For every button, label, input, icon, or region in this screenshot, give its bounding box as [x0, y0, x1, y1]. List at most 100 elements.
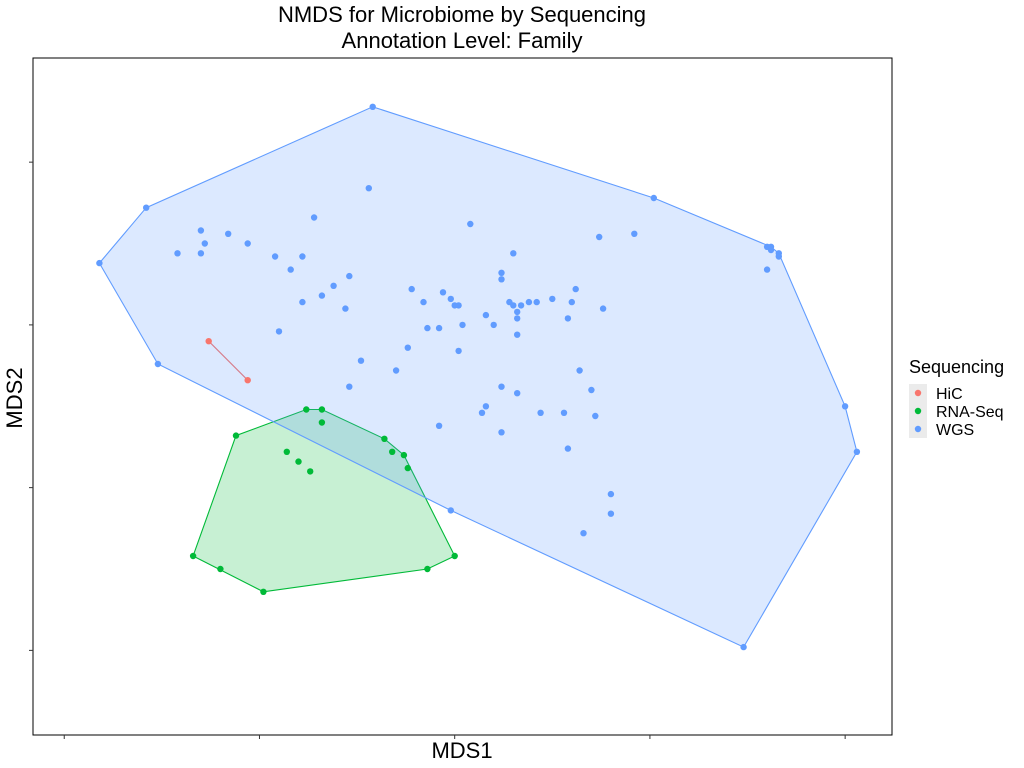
point-rna-seq [307, 468, 314, 475]
point-wgs [490, 321, 497, 329]
point-wgs [841, 403, 849, 410]
point-rna-seq [303, 406, 310, 413]
point-wgs [225, 230, 232, 237]
point-rna-seq [424, 565, 431, 573]
point-wgs [767, 246, 775, 254]
chart-subtitle: Annotation Level: Family [342, 28, 583, 53]
legend-marker-wgs [914, 425, 922, 433]
point-wgs [357, 357, 365, 364]
hull-rna-seq [192, 408, 456, 593]
point-wgs [514, 390, 521, 397]
point-rna-seq [232, 432, 240, 439]
point-wgs [576, 367, 583, 374]
point-wgs [455, 347, 462, 355]
point-wgs [533, 298, 540, 306]
point-wgs [853, 448, 861, 455]
point-rna-seq [451, 552, 458, 560]
point-wgs [318, 292, 326, 299]
point-rna-seq [295, 458, 302, 465]
point-wgs [439, 289, 447, 296]
legend-title: Sequencing [909, 357, 1004, 377]
point-wgs [596, 233, 603, 241]
point-wgs [498, 269, 505, 276]
point-wgs [510, 250, 517, 257]
point-rna-seq [400, 451, 408, 459]
point-wgs [631, 230, 638, 237]
plot-panel-border [32, 57, 893, 736]
point-wgs [580, 530, 587, 537]
point-rna-seq [318, 419, 326, 426]
point-wgs [408, 285, 415, 293]
point-wgs [287, 266, 294, 273]
point-wgs [310, 214, 318, 221]
legend-label-rna-seq: RNA-Seq [936, 404, 1004, 421]
point-wgs [330, 282, 337, 289]
point-wgs [514, 308, 521, 316]
point-wgs [447, 295, 454, 303]
point-wgs [424, 324, 431, 332]
point-wgs [392, 367, 400, 374]
point-wgs [592, 412, 599, 420]
point-rna-seq [283, 448, 290, 455]
legend-label-wgs: WGS [936, 422, 974, 439]
point-wgs [467, 220, 474, 228]
plot-area [29, 57, 893, 739]
point-wgs [588, 386, 595, 394]
point-wgs [342, 305, 349, 312]
point-wgs [607, 510, 615, 517]
point-wgs [271, 253, 279, 260]
x-axis-label: MDS1 [431, 738, 492, 763]
legend-label-hic: HiC [936, 386, 963, 403]
legend-marker-hic [914, 389, 922, 397]
point-wgs [763, 266, 771, 273]
point-hic [205, 338, 212, 345]
point-wgs [275, 328, 283, 335]
point-wgs [564, 445, 572, 452]
point-wgs [420, 298, 427, 306]
point-wgs [201, 240, 208, 247]
point-rna-seq [217, 565, 224, 573]
point-wgs [154, 360, 162, 368]
point-wgs [365, 185, 372, 192]
chart-title: NMDS for Microbiome by Sequencing [278, 2, 646, 27]
point-wgs [369, 103, 376, 111]
point-wgs [197, 227, 205, 234]
point-wgs [560, 409, 568, 416]
point-wgs [564, 315, 572, 322]
point-wgs [498, 429, 505, 436]
point-wgs [514, 331, 521, 338]
point-wgs [447, 507, 454, 514]
point-wgs [482, 403, 490, 410]
point-wgs [435, 324, 443, 332]
point-wgs [650, 194, 657, 202]
point-wgs [197, 250, 205, 257]
point-wgs [568, 298, 575, 306]
point-wgs [740, 643, 747, 651]
point-wgs [404, 344, 411, 351]
point-wgs [455, 302, 462, 309]
point-rna-seq [381, 435, 388, 442]
point-wgs [498, 383, 505, 390]
point-wgs [514, 315, 521, 322]
point-wgs [299, 253, 306, 260]
point-wgs [775, 253, 782, 260]
point-hic [244, 377, 251, 384]
point-wgs [537, 409, 544, 416]
point-wgs [517, 302, 525, 309]
legend-marker-rna-seq [914, 407, 922, 415]
hull-hic [208, 340, 249, 381]
point-wgs [435, 422, 443, 429]
point-wgs [143, 204, 150, 211]
point-rna-seq [260, 588, 267, 595]
point-wgs [599, 305, 607, 312]
y-axis-label: MDS2 [2, 367, 27, 428]
point-wgs [525, 298, 533, 306]
point-wgs [482, 311, 490, 319]
hull-wgs [98, 106, 858, 648]
point-wgs [174, 250, 181, 257]
point-wgs [607, 490, 615, 498]
point-wgs [459, 321, 466, 329]
point-wgs [572, 285, 579, 293]
